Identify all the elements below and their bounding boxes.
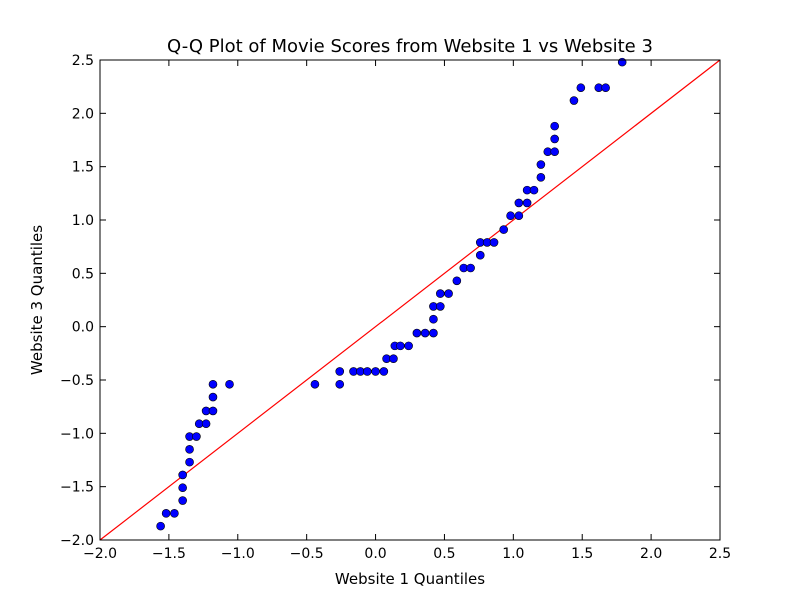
data-point bbox=[569, 96, 579, 105]
data-point bbox=[178, 496, 187, 505]
plot-area: −2.0 −1.5 −1.0 −0.5 0.0 0.5 1.0 1.5 2.0 2.5 −2.0 −1… bbox=[60, 53, 731, 562]
data-point bbox=[529, 185, 539, 195]
data-point bbox=[506, 211, 515, 221]
y-tick-label: −0.5 bbox=[60, 373, 94, 389]
x-tick-label: 0.5 bbox=[433, 546, 455, 562]
x-tick-label: 2.0 bbox=[640, 546, 662, 562]
data-point bbox=[389, 354, 398, 363]
data-point bbox=[466, 263, 475, 273]
x-tick-label: 2.5 bbox=[709, 546, 731, 562]
y-tick-label: 0.0 bbox=[72, 320, 94, 336]
y-tick-label: 0.5 bbox=[72, 266, 94, 282]
data-point bbox=[178, 483, 187, 493]
data-point bbox=[335, 379, 345, 389]
data-point bbox=[550, 134, 559, 144]
data-point bbox=[489, 238, 499, 247]
data-point bbox=[514, 211, 524, 221]
y-tick-label: −1.5 bbox=[60, 480, 94, 496]
data-point bbox=[444, 289, 453, 298]
data-point bbox=[208, 406, 218, 416]
y-tick-label: 2.5 bbox=[72, 53, 94, 69]
data-point bbox=[576, 83, 586, 93]
x-tick-label: −1.5 bbox=[152, 546, 186, 562]
data-point bbox=[601, 83, 610, 93]
data-point bbox=[170, 509, 179, 518]
data-point bbox=[436, 289, 445, 298]
data-point bbox=[436, 302, 445, 311]
data-point bbox=[536, 173, 546, 182]
data-point bbox=[178, 470, 187, 480]
reference-line bbox=[99, 59, 721, 541]
data-point bbox=[550, 121, 559, 131]
data-point bbox=[475, 250, 485, 260]
data-point bbox=[396, 341, 405, 351]
x-axis-label: Website 1 Quantiles bbox=[335, 570, 485, 588]
data-point bbox=[499, 225, 508, 234]
data-point bbox=[412, 328, 422, 338]
data-point bbox=[225, 379, 234, 389]
data-point bbox=[379, 367, 389, 376]
data-point bbox=[156, 521, 165, 531]
y-tick-label: 1.0 bbox=[72, 213, 94, 229]
data-point bbox=[161, 509, 171, 518]
x-tick-label: −0.5 bbox=[290, 546, 324, 562]
data-point bbox=[201, 419, 211, 429]
data-point bbox=[208, 392, 218, 402]
data-point bbox=[550, 147, 559, 157]
y-tick-label: −1.0 bbox=[60, 426, 94, 442]
x-tick-label: −2.0 bbox=[83, 546, 117, 562]
data-point bbox=[185, 457, 194, 467]
data-point bbox=[617, 57, 627, 67]
chart-title: Q-Q Plot of Movie Scores from Website 1 … bbox=[167, 36, 653, 57]
data-point bbox=[310, 379, 320, 389]
data-point bbox=[429, 314, 438, 324]
data-point bbox=[536, 160, 546, 169]
data-point bbox=[185, 445, 194, 454]
axes-frame bbox=[99, 59, 721, 541]
data-point bbox=[514, 198, 524, 208]
data-point bbox=[452, 276, 462, 286]
y-tick-label: −2.0 bbox=[60, 533, 94, 549]
data-point bbox=[362, 367, 372, 376]
x-tick-label: 0.0 bbox=[364, 546, 386, 562]
data-point bbox=[335, 367, 345, 376]
data-point bbox=[404, 341, 413, 351]
x-tick-label: 1.5 bbox=[571, 546, 593, 562]
data-point bbox=[420, 328, 430, 338]
x-tick-label: −1.0 bbox=[221, 546, 255, 562]
data-point bbox=[208, 379, 218, 389]
data-point bbox=[522, 198, 532, 208]
y-tick-label: 2.0 bbox=[72, 106, 94, 122]
y-tick-label: 1.5 bbox=[72, 160, 94, 176]
data-point bbox=[192, 432, 201, 441]
x-tick-label: 1.0 bbox=[502, 546, 524, 562]
y-axis-label: Website 3 Quantiles bbox=[28, 225, 46, 375]
data-point bbox=[429, 328, 438, 338]
data-point bbox=[371, 367, 380, 376]
